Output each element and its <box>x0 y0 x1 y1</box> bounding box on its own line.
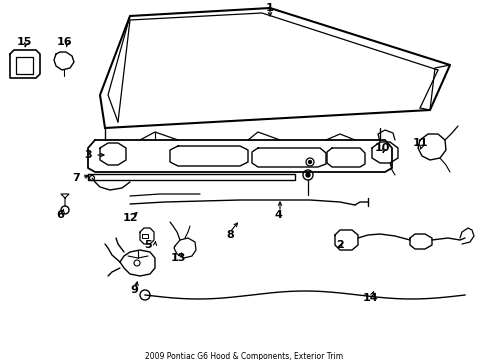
Text: 7: 7 <box>72 173 80 183</box>
Circle shape <box>305 173 309 177</box>
Text: 5: 5 <box>144 240 151 250</box>
Text: 9: 9 <box>130 285 138 295</box>
Text: 15: 15 <box>16 37 32 47</box>
Text: 10: 10 <box>373 143 389 153</box>
Text: 6: 6 <box>56 210 64 220</box>
Text: 3: 3 <box>84 150 92 160</box>
Text: 12: 12 <box>122 213 138 223</box>
Text: 2009 Pontiac G6 Hood & Components, Exterior Trim
Seal-Hood Rear Diagram for 2269: 2009 Pontiac G6 Hood & Components, Exter… <box>144 352 343 360</box>
Text: 2: 2 <box>335 240 343 250</box>
Text: 1: 1 <box>265 3 273 13</box>
Text: 8: 8 <box>225 230 233 240</box>
Text: 14: 14 <box>362 293 377 303</box>
Text: 13: 13 <box>170 253 185 263</box>
Text: 11: 11 <box>411 138 427 148</box>
Circle shape <box>308 161 311 163</box>
Text: 4: 4 <box>273 210 282 220</box>
Text: 16: 16 <box>57 37 73 47</box>
